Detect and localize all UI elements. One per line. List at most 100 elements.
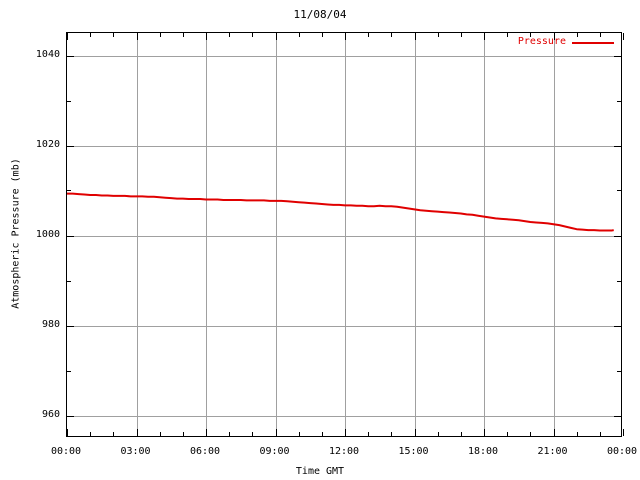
x-tick-minor [600,33,601,37]
x-tick-major [554,429,555,436]
x-tick-major [67,33,68,40]
x-tick-minor [252,33,253,37]
x-tick-major [484,33,485,40]
x-tick-minor [438,33,439,37]
x-tick-minor [461,33,462,37]
x-tick-label: 09:00 [259,446,290,457]
x-tick-label: 06:00 [189,446,221,457]
series-plot [67,192,614,232]
x-tick-major [137,33,138,40]
x-tick-label: 15:00 [398,446,429,457]
x-tick-label: 00:00 [50,446,82,457]
x-tick-minor [368,33,369,37]
y-tick-minor [617,101,621,102]
x-tick-minor [252,432,253,436]
y-tick-minor [67,190,71,191]
gridline-horizontal [67,56,621,57]
y-tick-major [614,56,621,57]
x-tick-minor [391,33,392,37]
x-tick-minor [299,33,300,37]
x-tick-minor [229,432,230,436]
y-tick-label: 980 [41,318,60,330]
y-tick-label: 1020 [35,138,60,150]
y-tick-label: 1000 [35,228,60,240]
x-tick-minor [90,33,91,37]
x-tick-major [484,429,485,436]
x-axis-title: Time GMT [295,466,345,477]
x-tick-major [276,429,277,436]
x-tick-major [206,33,207,40]
x-tick-label: 00:00 [606,446,638,457]
x-tick-minor [577,432,578,436]
x-tick-label: 21:00 [537,446,568,457]
y-tick-major [67,326,74,327]
x-tick-major [554,33,555,40]
x-tick-minor [368,432,369,436]
y-tick-major [614,236,621,237]
gridline-horizontal [67,236,621,237]
y-tick-label: 960 [41,408,60,420]
x-tick-major [415,429,416,436]
x-tick-major [276,33,277,40]
x-tick-minor [160,432,161,436]
y-tick-minor [617,190,621,191]
plot-area [66,32,624,437]
x-tick-major [206,429,207,436]
x-tick-major [415,33,416,40]
gridline-vertical [415,33,416,436]
gridline-vertical [345,33,346,436]
x-tick-major [137,429,138,436]
x-tick-minor [391,432,392,436]
gridline-horizontal [67,326,621,327]
x-tick-minor [530,432,531,436]
x-tick-minor [530,33,531,37]
x-tick-major [67,429,68,436]
legend-line-sample [572,42,614,44]
series-line-pressure [67,192,614,232]
x-tick-minor [507,432,508,436]
y-tick-major [67,236,74,237]
x-tick-minor [113,33,114,37]
x-tick-label: 12:00 [328,446,360,457]
y-tick-minor [67,101,71,102]
x-tick-minor [438,432,439,436]
legend-label-pressure: Pressure [517,36,566,47]
x-tick-minor [600,432,601,436]
x-tick-minor [160,33,161,37]
gridline-vertical [484,33,485,436]
x-tick-label: 18:00 [467,446,499,457]
x-tick-minor [183,432,184,436]
x-tick-minor [183,33,184,37]
y-tick-major [67,56,74,57]
legend: Pressure [494,34,618,51]
x-tick-minor [299,432,300,436]
gridline-horizontal [67,416,621,417]
x-tick-minor [507,33,508,37]
gridline-vertical [137,33,138,436]
y-tick-minor [67,281,71,282]
y-tick-minor [617,281,621,282]
y-tick-major [67,416,74,417]
x-tick-minor [322,432,323,436]
x-tick-minor [461,432,462,436]
x-tick-major [623,33,624,40]
x-tick-minor [90,432,91,436]
gridline-vertical [276,33,277,436]
y-tick-major [614,326,621,327]
y-tick-minor [617,371,621,372]
y-tick-label: 1040 [35,48,60,60]
x-tick-minor [229,33,230,37]
chart-title: 11/08/04 [293,8,347,21]
x-tick-minor [113,432,114,436]
x-tick-major [345,33,346,40]
gridline-horizontal [67,146,621,147]
y-tick-major [614,416,621,417]
y-tick-minor [67,371,71,372]
x-tick-major [345,429,346,436]
x-tick-minor [577,33,578,37]
y-tick-major [67,146,74,147]
gridline-vertical [206,33,207,436]
